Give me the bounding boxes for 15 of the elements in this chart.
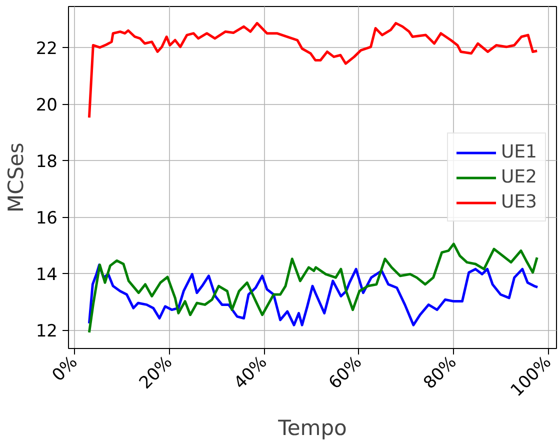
y-tick-label: 16 (36, 208, 58, 229)
x-tick-label: 0% (48, 352, 82, 386)
legend-label: UE3 (501, 192, 537, 212)
y-axis-title: MCSes (4, 142, 28, 212)
y-tick-label: 20 (36, 96, 58, 116)
legend-label: UE1 (501, 142, 537, 162)
y-tick-label: 12 (36, 322, 58, 342)
x-axis-title: Tempo (277, 416, 347, 440)
y-tick-label: 14 (36, 265, 58, 286)
y-tick-label: 18 (36, 152, 58, 172)
legend-label: UE2 (501, 166, 537, 188)
line-series (88, 22, 538, 119)
y-tick-label: 22 (36, 38, 58, 59)
line-series (88, 242, 538, 334)
line-series (88, 264, 539, 326)
